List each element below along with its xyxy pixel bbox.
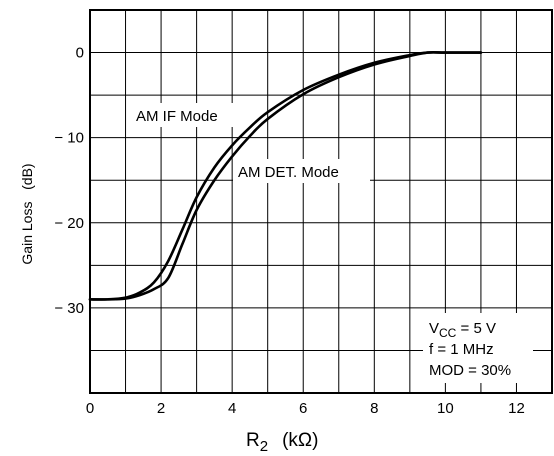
x-axis-label: R2 (kΩ) (246, 430, 318, 455)
series-line-am-det-mode (88, 51, 483, 301)
if-mode-label: AM IF Mode (136, 108, 218, 125)
x-tick-label: 10 (437, 400, 454, 417)
if-label-bg (130, 103, 243, 127)
y-tick-label: − 10 (54, 130, 84, 147)
modulation-condition: MOD = 30% (429, 362, 511, 379)
x-tick-label: 2 (157, 400, 165, 417)
x-tick-label: 12 (508, 400, 525, 417)
y-tick-label: − 20 (54, 215, 84, 232)
x-tick-label: 6 (299, 400, 307, 417)
det-mode-label: AM DET. Mode (238, 164, 339, 181)
y-tick-label: − 30 (54, 300, 84, 317)
y-tick-label: 0 (76, 45, 84, 62)
x-tick-label: 8 (370, 400, 378, 417)
series-lines (88, 51, 483, 301)
x-tick-label: 4 (228, 400, 236, 417)
x-tick-label: 0 (86, 400, 94, 417)
tick-labels: 0 2 4 6 8 10 12 0 − 10 − 20 − 30 (54, 45, 524, 417)
conditions-bg (423, 313, 533, 383)
plot-frame (89, 9, 553, 394)
vcc-condition: VCC = 5 V (429, 320, 496, 340)
y-axis-label: Gain Loss (dB) (19, 163, 35, 264)
frequency-condition: f = 1 MHz (429, 341, 494, 358)
det-label-bg (233, 159, 370, 183)
